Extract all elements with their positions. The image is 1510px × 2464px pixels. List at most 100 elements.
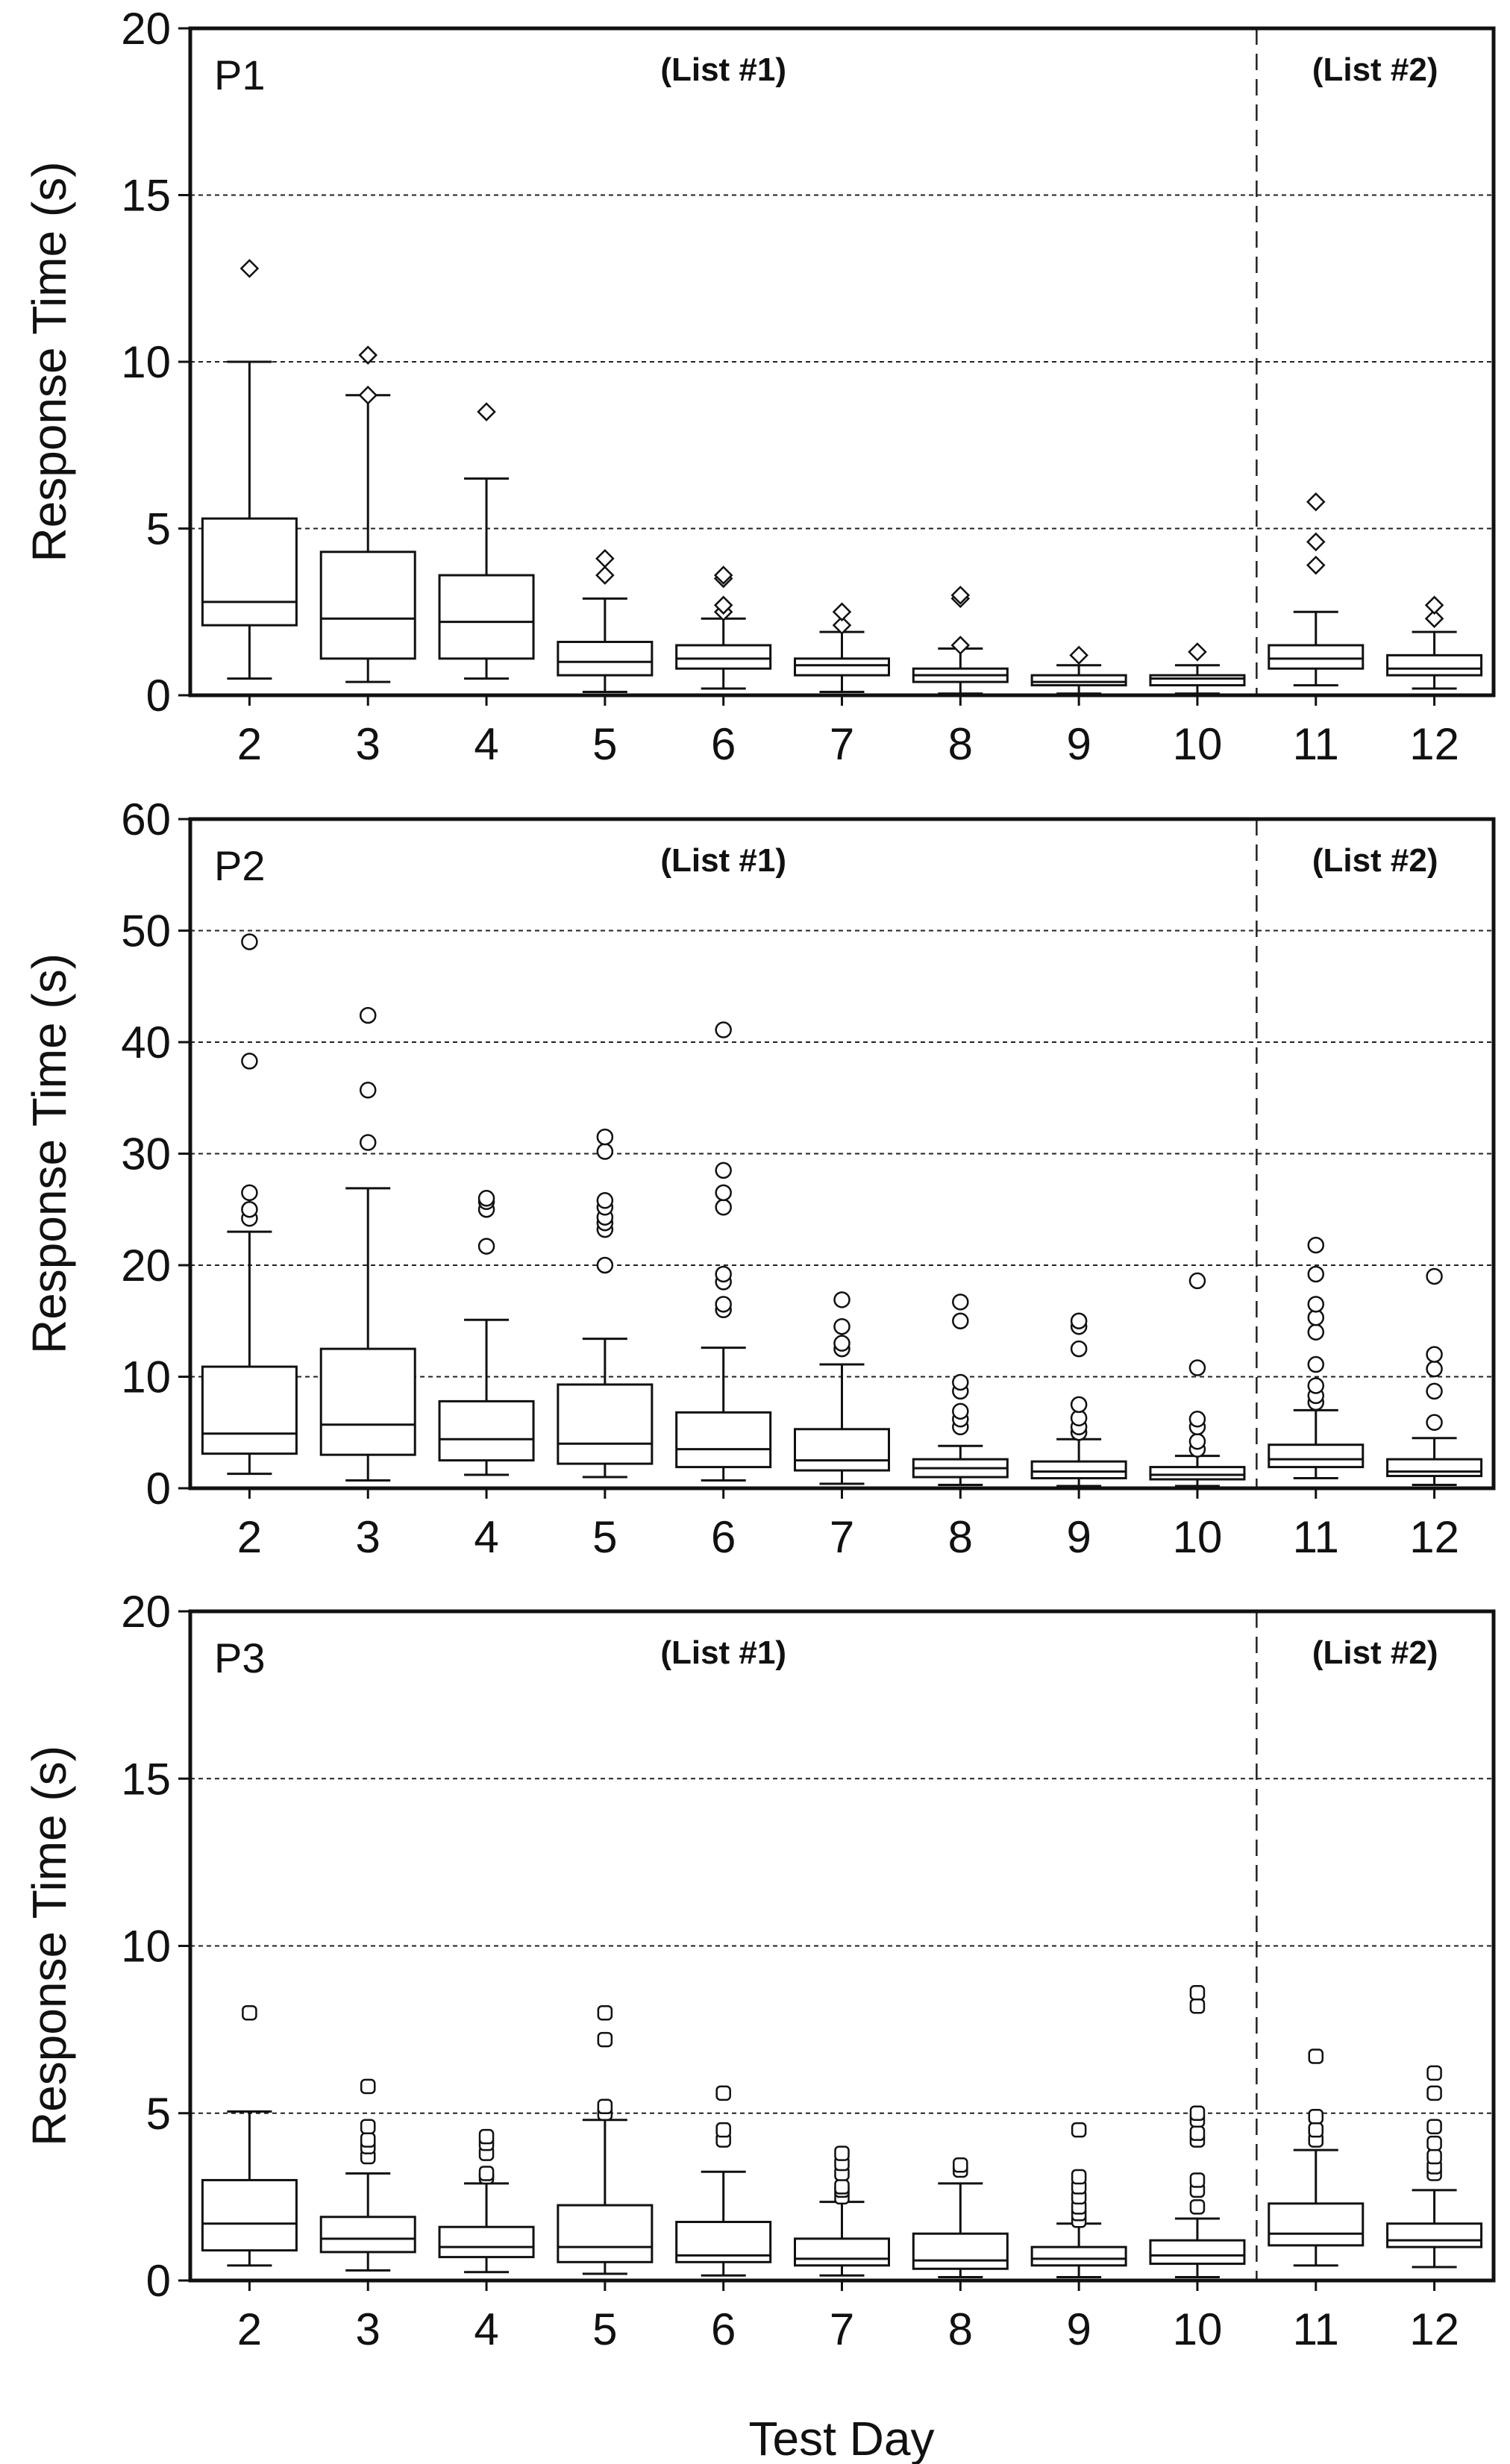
outlier-point: [833, 1335, 850, 1352]
outlier-point: [1426, 1346, 1443, 1363]
box-day-7: [794, 1291, 890, 1485]
box-day-3: [319, 1006, 416, 1482]
outlier-point: [358, 385, 378, 405]
box-day-3: [319, 2078, 416, 2272]
outlier-point: [359, 1134, 377, 1151]
outlier-point: [715, 1184, 732, 1202]
outlier-point: [597, 2031, 613, 2048]
iqr-box: [675, 644, 772, 670]
iqr-box: [1268, 2202, 1365, 2247]
outlier-point: [1307, 1377, 1325, 1394]
iqr-box: [675, 1411, 772, 1469]
iqr-box: [1386, 653, 1483, 677]
outlier-point: [1307, 1323, 1325, 1341]
x-tick-label: 7: [830, 1512, 854, 1562]
outlier-point: [950, 586, 971, 605]
box-day-11: [1268, 492, 1365, 687]
x-tick-label: 5: [592, 2304, 617, 2354]
outlier-point: [596, 1128, 614, 1146]
x-tick-label: 12: [1409, 719, 1459, 769]
outlier-point: [1306, 492, 1326, 512]
x-tick-label: 7: [830, 2304, 854, 2354]
outlier-point: [715, 1296, 732, 1313]
outlier-point: [1307, 1355, 1325, 1373]
box-day-5: [557, 548, 654, 694]
iqr-box: [201, 2178, 298, 2252]
box-day-6: [675, 565, 772, 690]
outlier-point: [1308, 2048, 1324, 2064]
y-tick-label: 20: [121, 4, 171, 54]
x-tick-label: 2: [237, 1512, 262, 1562]
y-tick-label: 40: [121, 1018, 171, 1068]
list-label-2: (List #2): [1312, 51, 1438, 88]
iqr-box: [557, 640, 654, 677]
outlier-point: [952, 1312, 969, 1329]
outlier-point: [1307, 1296, 1325, 1313]
outlier-point: [1069, 645, 1088, 665]
outlier-point: [1424, 595, 1444, 615]
y-tick-label: 20: [121, 1587, 171, 1637]
panel-p2: 2 3 4 5 6 7 8 9 10 11 12 0 10 20 30 40 50 60 P2 (List #1) (L…: [22, 794, 1496, 1562]
y-tick-label: 50: [121, 906, 171, 956]
box-day-8: [912, 2157, 1009, 2279]
outlier-point: [1426, 1360, 1443, 1378]
x-tick-label: 3: [356, 2304, 380, 2354]
x-tick-label: 5: [592, 719, 617, 769]
iqr-box: [794, 2237, 890, 2267]
outlier-point: [1070, 1312, 1088, 1329]
box-day-9: [1030, 2122, 1127, 2279]
y-tick-label: 15: [121, 171, 171, 221]
outlier-point: [715, 1265, 732, 1283]
outlier-point: [1306, 555, 1326, 575]
outlier-point: [1424, 609, 1444, 628]
box-day-3: [319, 345, 416, 683]
box-day-10: [1149, 1272, 1246, 1488]
outlier-point: [1189, 2105, 1206, 2121]
outlier-point: [1426, 2135, 1442, 2151]
y-tick-label: 10: [121, 1352, 171, 1402]
box-day-4: [438, 2128, 535, 2274]
iqr-box: [794, 1428, 890, 1472]
y-tick-label: 5: [146, 2089, 171, 2139]
outlier-point: [241, 1184, 258, 1202]
outlier-point: [713, 565, 733, 585]
box-day-10: [1149, 1985, 1246, 2279]
x-tick-label: 3: [356, 1512, 380, 1562]
outlier-point: [597, 2098, 613, 2115]
list-label-1: (List #1): [660, 51, 786, 88]
outlier-point: [597, 2004, 613, 2021]
outlier-point: [359, 1006, 377, 1024]
outlier-point: [952, 1402, 969, 1420]
box-day-2: [201, 933, 298, 1476]
iqr-box: [912, 2232, 1009, 2270]
outlier-point: [832, 615, 852, 635]
y-tick-label: 0: [146, 1464, 171, 1514]
box-day-12: [1386, 1267, 1483, 1487]
outlier-point: [477, 402, 496, 421]
y-tick-label: 5: [146, 504, 171, 554]
outlier-point: [832, 602, 852, 622]
outlier-point: [360, 2078, 376, 2095]
x-tick-label: 4: [474, 2304, 498, 2354]
plot-frame: [188, 817, 1496, 1490]
y-axis-title: Response Time (s): [22, 1746, 76, 2146]
outlier-point: [833, 1291, 850, 1308]
box-day-5: [557, 2004, 654, 2275]
x-tick-label: 9: [1066, 1512, 1091, 1562]
box-day-12: [1386, 2065, 1483, 2269]
outlier-point: [242, 2004, 257, 2021]
box-day-6: [675, 2085, 772, 2277]
outlier-point: [1306, 532, 1326, 552]
outlier-point: [1426, 2148, 1442, 2165]
iqr-box: [557, 1383, 654, 1465]
box-day-4: [438, 1190, 535, 1476]
iqr-box: [319, 2216, 416, 2254]
outlier-point: [359, 1082, 377, 1099]
outlier-point: [241, 1201, 258, 1218]
list-label-1: (List #1): [660, 842, 786, 879]
plot-frame: [188, 1609, 1496, 2283]
outlier-point: [953, 2157, 968, 2173]
iqr-box: [1149, 2239, 1246, 2266]
y-tick-label: 30: [121, 1129, 171, 1179]
outlier-point: [595, 548, 615, 568]
